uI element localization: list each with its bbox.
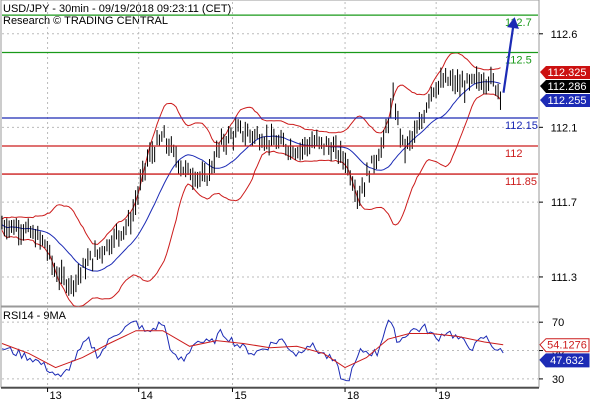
price-axis: 111.3 111.7 112.1 112.6 bbox=[539, 29, 577, 284]
time-axis: 13 14 15 18 19 bbox=[1, 387, 539, 400]
level-label: 112.15 bbox=[505, 120, 538, 132]
price-axis-label: 111.7 bbox=[551, 197, 577, 209]
chart-copyright: Research © TRADING CENTRAL bbox=[3, 15, 168, 27]
level-label: 112.5 bbox=[505, 55, 532, 67]
time-axis-label: 13 bbox=[50, 390, 62, 400]
price-bars bbox=[1, 66, 501, 297]
rsi-value-tag-label: 54.1276 bbox=[547, 340, 587, 352]
price-axis-label: 111.3 bbox=[551, 272, 577, 284]
rsi-value-tags: 54.1276 47.632 bbox=[539, 338, 590, 368]
rsi-ma-line bbox=[1, 330, 504, 369]
price-axis-label: 112.6 bbox=[551, 29, 578, 41]
rsi-value-tag-label: 47.632 bbox=[550, 355, 584, 367]
price-tag-label: 112.286 bbox=[548, 81, 587, 93]
time-axis-label: 15 bbox=[234, 390, 246, 400]
price-tag-label: 112.325 bbox=[548, 67, 587, 79]
rsi-line bbox=[1, 319, 504, 382]
price-tag bbox=[540, 66, 590, 79]
projection-arrow-shaft bbox=[502, 20, 516, 93]
price-tag bbox=[540, 80, 590, 93]
price-gridlines bbox=[2, 2, 538, 305]
rsi-value-tag bbox=[539, 353, 590, 368]
rsi-panel-title: RSI14 - 9MA bbox=[3, 310, 67, 322]
rsi-panel-frame bbox=[0, 306, 540, 388]
rsi-axis-label: 70 bbox=[552, 317, 564, 329]
time-axis-label: 14 bbox=[141, 390, 153, 400]
rsi-value-tag bbox=[539, 338, 590, 353]
level-label: 112 bbox=[505, 148, 523, 160]
price-tag bbox=[540, 94, 590, 107]
bollinger-bands bbox=[1, 52, 501, 308]
chart-title: USD/JPY - 30min - 09/19/2018 09:23:11 (C… bbox=[3, 3, 231, 15]
bollinger-lower-band bbox=[1, 93, 501, 308]
time-axis-label: 19 bbox=[438, 390, 450, 400]
rsi-lines bbox=[1, 319, 504, 382]
rsi-gridlines bbox=[2, 308, 538, 386]
price-tag-label: 112.255 bbox=[548, 95, 587, 107]
moving-average bbox=[1, 81, 501, 272]
time-axis-label: 18 bbox=[347, 390, 359, 400]
level-label: 111.85 bbox=[505, 176, 537, 188]
price-panel-frame bbox=[0, 0, 540, 307]
moving-average-line bbox=[1, 81, 501, 272]
price-axis-label: 112.1 bbox=[551, 122, 578, 134]
bollinger-upper-band bbox=[1, 52, 501, 246]
projection-arrow bbox=[502, 17, 519, 93]
rsi-axis-label: 30 bbox=[552, 374, 564, 386]
price-tags: 112.325 112.286 112.255 bbox=[540, 66, 590, 107]
projection-arrow-head bbox=[507, 17, 519, 29]
